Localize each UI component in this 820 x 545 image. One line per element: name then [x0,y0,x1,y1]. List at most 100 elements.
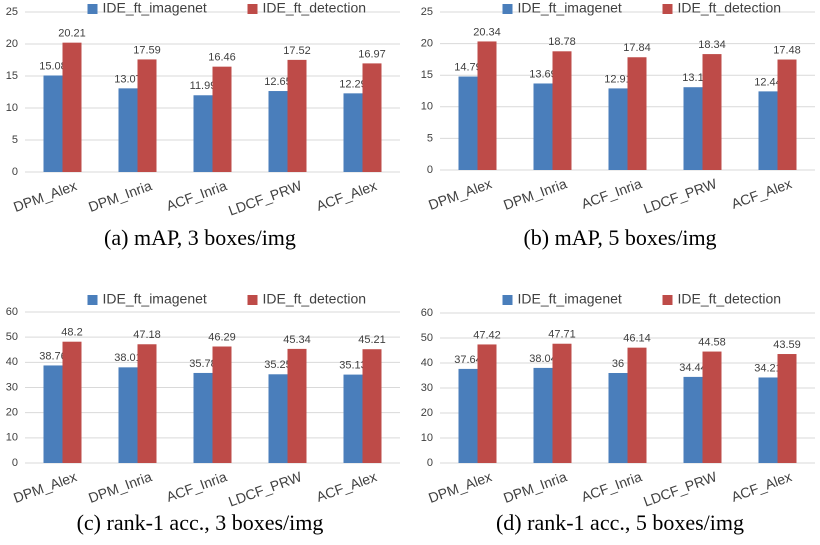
value-label: 34.21 [754,362,782,374]
value-label: 46.14 [623,333,651,345]
value-label: 35.78 [189,358,217,370]
value-label: 17.52 [283,45,311,57]
y-tick-label: 40 [6,356,18,368]
bar [137,59,157,173]
bar [458,76,478,170]
value-label: 18.34 [698,39,726,51]
bar [702,351,722,463]
x-tick-label: DPM_Alex [426,175,494,213]
y-tick-label: 60 [421,307,433,319]
x-tick-label: ACF_Inria [579,468,644,505]
bar [477,41,497,170]
x-tick-label: ACF_Inria [164,468,229,505]
value-label: 37.64 [454,354,482,366]
bar [193,95,213,172]
value-label: 20.34 [473,26,501,38]
bar [777,354,797,463]
value-label: 45.21 [358,334,386,346]
bar [608,373,628,463]
y-tick-label: 15 [421,69,433,81]
value-label: 12.91 [604,73,632,85]
x-tick-label: ACF_Alex [314,177,379,214]
y-tick-label: 10 [421,432,433,444]
bar [43,365,63,463]
bar [137,344,157,463]
x-tick-label: LDCF_PRW [226,177,304,219]
y-tick-label: 20 [421,38,433,50]
legend-label: IDE_ft_imagenet [103,291,207,307]
value-label: 47.42 [473,329,501,341]
y-tick-label: 20 [6,38,18,50]
value-label: 38.01 [114,352,142,364]
value-label: 13.69 [529,68,557,80]
x-tick-label: DPM_Inria [86,177,154,215]
x-tick-label: DPM_Alex [11,468,79,506]
value-label: 13.07 [114,73,142,85]
y-tick-label: 10 [6,102,18,114]
legend-label: IDE_ft_detection [263,291,367,307]
legend-label: IDE_ft_detection [678,0,782,16]
y-tick-label: 50 [421,332,433,344]
y-tick-label: 20 [421,407,433,419]
bar [477,344,497,463]
bar [702,54,722,170]
y-tick-label: 5 [427,132,433,144]
value-label: 44.58 [698,336,726,348]
y-tick-label: 10 [6,432,18,444]
bar [118,88,138,172]
legend-swatch [502,295,513,305]
bar [212,346,232,463]
y-tick-label: 0 [427,164,433,176]
bar [627,347,647,463]
x-tick-label: DPM_Alex [11,177,79,215]
bar [212,66,232,172]
value-label: 17.59 [133,44,161,56]
bar [758,91,778,170]
value-label: 47.71 [548,329,576,341]
y-tick-label: 20 [6,407,18,419]
legend-swatch [662,4,673,14]
value-label: 20.21 [58,28,86,40]
bar [362,63,382,172]
value-label: 34.44 [679,362,707,374]
x-tick-label: LDCF_PRW [641,175,719,217]
value-label: 35.13 [339,359,367,371]
x-tick-label: DPM_Alex [426,468,494,506]
x-tick-label: ACF_Inria [164,177,229,214]
value-label: 17.48 [773,44,801,56]
bar [627,57,647,170]
legend-label: IDE_ft_imagenet [518,0,622,16]
bar [552,51,572,171]
bar [62,341,82,463]
value-label: 46.29 [208,331,236,343]
value-label: 13.1 [682,72,703,84]
legend-swatch [87,4,98,14]
x-tick-label: ACF_Inria [579,175,644,212]
y-tick-label: 25 [6,6,18,18]
bar [43,75,63,172]
caption: (a) mAP, 3 boxes/img [104,225,296,250]
y-tick-label: 40 [421,357,433,369]
bar [533,83,553,170]
bar [118,367,138,463]
bar [683,87,703,170]
value-label: 15.08 [39,60,67,72]
x-tick-label: LDCF_PRW [641,468,719,510]
x-tick-label: DPM_Inria [501,175,569,213]
bar [343,374,363,463]
value-label: 11.99 [190,80,217,92]
y-tick-label: 25 [421,6,433,18]
y-tick-label: 10 [421,101,433,113]
value-label: 14.79 [454,61,482,73]
x-tick-label: DPM_Inria [86,468,154,506]
bar [62,42,82,172]
caption: (c) rank-1 acc., 3 boxes/img [77,510,324,535]
bar [683,376,703,463]
caption: (b) mAP, 5 boxes/img [523,225,716,250]
value-label: 17.84 [623,42,651,54]
legend-swatch [662,295,673,305]
y-tick-label: 5 [12,134,18,146]
y-tick-label: 60 [6,306,18,318]
value-label: 48.2 [61,327,82,339]
